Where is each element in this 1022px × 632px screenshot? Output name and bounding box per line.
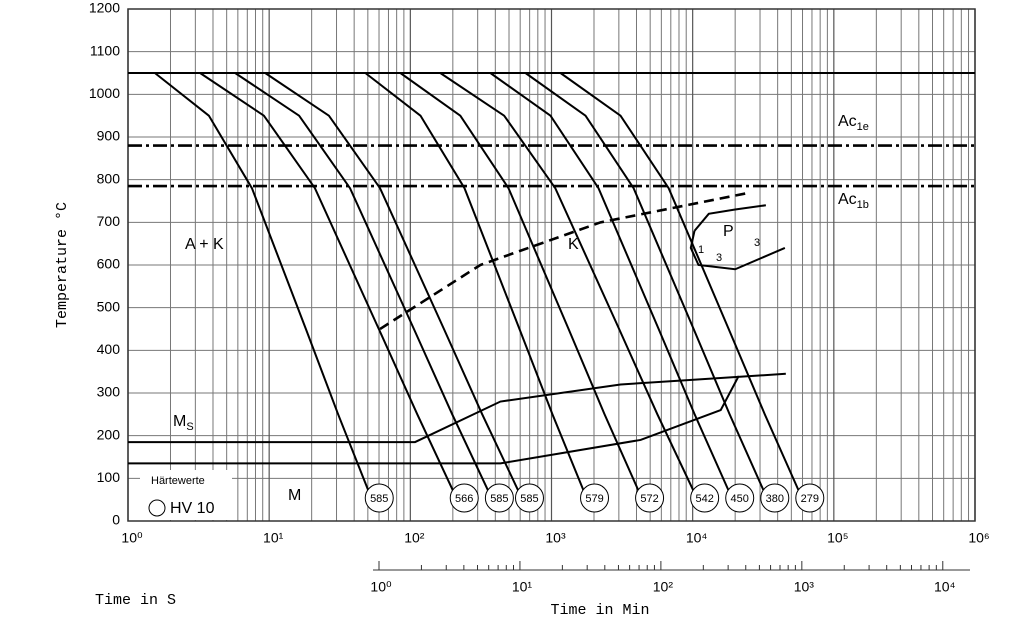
series-line bbox=[524, 72, 767, 496]
series-line bbox=[154, 72, 372, 496]
annotation: Härtewerte bbox=[151, 475, 205, 487]
x2-axis-title: Time in Min bbox=[550, 602, 649, 619]
x-axis-title: Time in S bbox=[95, 592, 176, 609]
x2-tick-label: 10³ bbox=[794, 579, 815, 595]
hardness-marker bbox=[635, 483, 665, 513]
x-tick-label: 10³ bbox=[545, 530, 566, 546]
annotation: 3 bbox=[754, 237, 760, 249]
y-tick-label: 200 bbox=[97, 426, 121, 442]
hardness-label: 572 bbox=[640, 493, 658, 505]
hardness-symbol bbox=[148, 499, 166, 517]
annotation: M bbox=[288, 487, 301, 504]
plot-frame bbox=[127, 8, 976, 522]
y-tick-label: 700 bbox=[97, 213, 121, 229]
annotation-sub: S bbox=[186, 421, 193, 433]
series-line bbox=[199, 72, 457, 496]
hardness-label: 585 bbox=[490, 493, 508, 505]
annotation: A + K bbox=[185, 236, 224, 253]
hardness-marker bbox=[690, 483, 720, 513]
y-tick-label: 1200 bbox=[89, 0, 120, 16]
hardness-label: 585 bbox=[520, 493, 538, 505]
hardness-marker bbox=[484, 483, 514, 513]
y-tick-label: 0 bbox=[112, 512, 120, 528]
x2-tick-label: 10¹ bbox=[512, 579, 533, 595]
annotation-sub: 1e bbox=[857, 121, 869, 133]
series-line bbox=[489, 72, 732, 496]
hardness-marker bbox=[795, 483, 825, 513]
hardness-label: 566 bbox=[455, 493, 473, 505]
series-line bbox=[379, 191, 752, 331]
y-tick-label: 100 bbox=[97, 469, 121, 485]
y-tick-label: 1100 bbox=[90, 42, 120, 58]
hardness-marker bbox=[514, 483, 544, 513]
annotation-text: M bbox=[173, 413, 186, 430]
hardness-label: 585 bbox=[370, 493, 388, 505]
series-line bbox=[693, 204, 767, 232]
annotation-text: Ac bbox=[838, 113, 857, 130]
x-tick-label: 10⁰ bbox=[121, 530, 143, 546]
annotation: 3 bbox=[716, 252, 722, 264]
plot: 0 100 200 300 400 500 600 700 800 900 1000 1100 1200… bbox=[89, 0, 990, 595]
annotation: 1 bbox=[698, 244, 704, 256]
y-tick-label: 500 bbox=[97, 298, 121, 314]
series-line bbox=[559, 72, 802, 496]
x-tick-label: 10⁶ bbox=[968, 530, 989, 546]
x-tick-label: 10⁵ bbox=[827, 530, 848, 546]
series-line bbox=[364, 72, 587, 496]
x-tick-label: 10¹ bbox=[263, 530, 284, 546]
series-line bbox=[399, 72, 642, 496]
y-tick-label: 600 bbox=[97, 256, 121, 272]
series-line bbox=[689, 230, 786, 271]
annotation: K bbox=[568, 236, 579, 253]
series-line bbox=[128, 372, 786, 444]
hardness-label: 450 bbox=[731, 493, 749, 505]
hardness-box bbox=[140, 470, 232, 520]
annotation: HV 10 bbox=[170, 500, 215, 517]
series-line bbox=[264, 72, 522, 496]
annotation-sub: 1b bbox=[857, 199, 869, 211]
hardness-label: 279 bbox=[801, 493, 819, 505]
hardness-marker bbox=[760, 483, 790, 513]
annotation: Ac1e bbox=[838, 113, 869, 133]
hardness-label: 542 bbox=[695, 493, 713, 505]
x-tick-label: 10² bbox=[404, 530, 425, 546]
annotation-text: Ac bbox=[838, 191, 857, 208]
x2-tick-label: 10⁰ bbox=[370, 579, 392, 595]
hardness-marker bbox=[449, 483, 479, 513]
series-line bbox=[128, 375, 740, 465]
y-tick-label: 900 bbox=[97, 128, 121, 144]
y-axis-title: Temperature °C bbox=[54, 202, 71, 328]
hardness-marker bbox=[725, 483, 755, 513]
hardness-marker bbox=[364, 483, 394, 513]
x2-tick-label: 10⁴ bbox=[934, 579, 956, 595]
x-tick-label: 10⁴ bbox=[686, 530, 708, 546]
hardness-marker bbox=[580, 483, 610, 513]
x2-tick-label: 10² bbox=[653, 579, 674, 595]
annotation: MS bbox=[173, 413, 194, 433]
y-tick-label: 300 bbox=[97, 384, 121, 400]
annotation: P bbox=[723, 223, 734, 240]
y-tick-label: 1000 bbox=[89, 85, 120, 101]
annotation: Ac1b bbox=[838, 191, 869, 211]
y-tick-label: 800 bbox=[97, 170, 121, 186]
series-line bbox=[439, 72, 697, 496]
series-line bbox=[234, 72, 492, 496]
y-tick-label: 400 bbox=[97, 341, 121, 357]
annotations: A + K K P 1 3 3 MS Ac1e Ac1b M Härtewert… bbox=[140, 113, 869, 520]
hardness-label: 579 bbox=[585, 493, 603, 505]
hardness-label: 380 bbox=[766, 493, 784, 505]
